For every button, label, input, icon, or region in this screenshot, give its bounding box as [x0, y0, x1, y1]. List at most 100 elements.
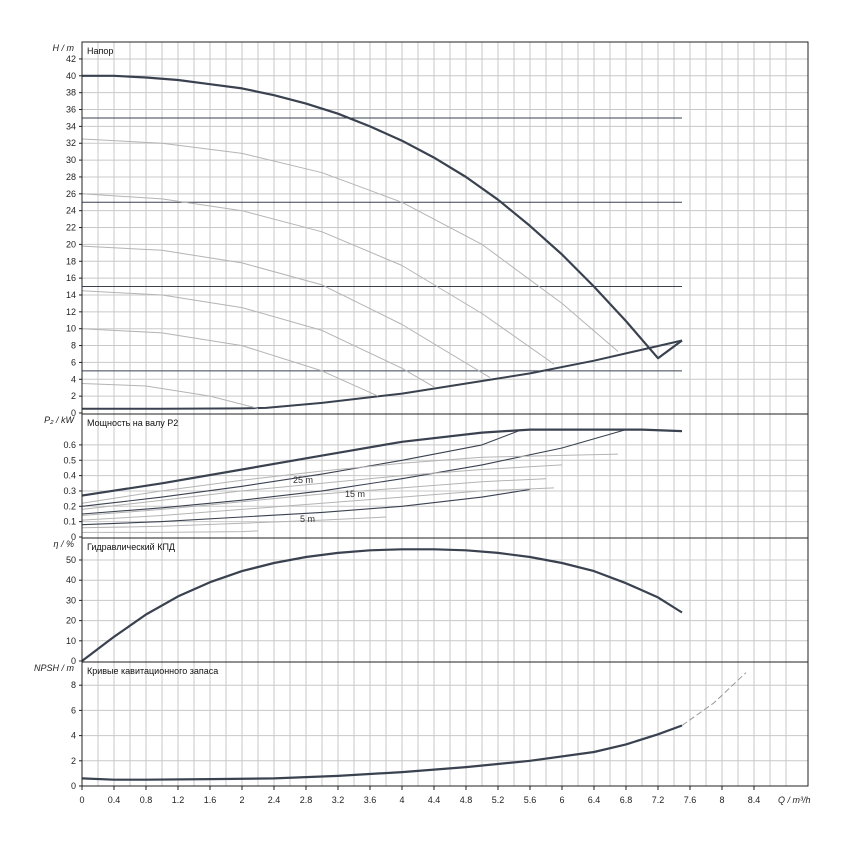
- x-tick-label: 6.4: [588, 795, 601, 805]
- y-tick-label: 0: [71, 532, 76, 542]
- power-curve-curve: [81, 429, 523, 507]
- y-tick-label: 26: [66, 189, 76, 199]
- x-tick-label: 1.6: [204, 795, 217, 805]
- y-tick-label: 4: [71, 374, 76, 384]
- x-tick-label: 6: [559, 795, 564, 805]
- y-tick-label: 20: [66, 239, 76, 249]
- power-y-axis-label: P₂ / kW: [44, 415, 75, 425]
- power-thin-curve: [81, 516, 387, 529]
- x-tick-label: 7.6: [684, 795, 697, 805]
- x-tick-label: 2.8: [300, 795, 313, 805]
- power-thin-curve: [81, 464, 563, 510]
- power-main-curve: [81, 428, 683, 497]
- x-tick-label: 3.6: [364, 795, 377, 805]
- y-tick-label: 12: [66, 307, 76, 317]
- y-tick-label: 0: [71, 408, 76, 418]
- x-tick-label: 0.8: [140, 795, 153, 805]
- y-tick-label: 22: [66, 223, 76, 233]
- power-curve-curve: [81, 488, 531, 526]
- npsh-y-axis-label: NPSH / m: [34, 663, 75, 673]
- head-main-curve: [82, 74, 683, 360]
- power-curve-label: 15 m: [345, 489, 365, 499]
- power-curve-label: 25 m: [293, 475, 313, 485]
- y-tick-label: 14: [66, 290, 76, 300]
- x-tick-label: 1.2: [172, 795, 185, 805]
- y-tick-label: 0: [71, 656, 76, 666]
- x-tick-label: 5.6: [524, 795, 537, 805]
- power-curve-curve: [81, 429, 627, 515]
- power-thin-curve: [81, 453, 619, 504]
- curves-layer: [81, 74, 747, 781]
- y-tick-label: 24: [66, 206, 76, 216]
- y-tick-label: 0.4: [63, 471, 76, 481]
- efficiency-panel-title: Гидравлический КПД: [87, 542, 175, 552]
- head-speed-curve: [81, 290, 435, 388]
- head-speed-curve: [81, 328, 379, 397]
- y-tick-label: 0.6: [63, 440, 76, 450]
- y-tick-label: 8: [71, 680, 76, 690]
- y-tick-label: 8: [71, 341, 76, 351]
- x-tick-label: 4: [399, 795, 404, 805]
- y-tick-label: 4: [71, 731, 76, 741]
- y-tick-label: 36: [66, 105, 76, 115]
- x-axis-label: Q / m³/h: [778, 795, 811, 805]
- y-tick-label: 2: [71, 391, 76, 401]
- y-tick-label: 10: [66, 636, 76, 646]
- x-tick-label: 4.8: [460, 795, 473, 805]
- x-tick-label: 0: [79, 795, 84, 805]
- x-tick-label: 2: [239, 795, 244, 805]
- y-tick-label: 20: [66, 616, 76, 626]
- y-tick-label: 32: [66, 138, 76, 148]
- head-speed-curve: [81, 383, 259, 409]
- x-tick-label: 0.4: [108, 795, 121, 805]
- y-tick-label: 10: [66, 324, 76, 334]
- y-tick-label: 42: [66, 54, 76, 64]
- y-tick-label: 30: [66, 595, 76, 605]
- power-thin-curve: [81, 487, 555, 521]
- y-tick-label: 38: [66, 88, 76, 98]
- npsh-panel-title: Кривые кавитационного запаса: [87, 666, 218, 676]
- frame-layer: [79, 41, 809, 790]
- npsh-main-curve: [81, 724, 683, 781]
- power-curve-label: 5 m: [300, 514, 315, 524]
- x-tick-label: 8: [719, 795, 724, 805]
- text-layer: 024681012141618202224262830323436384042Н…: [34, 43, 811, 805]
- y-tick-label: 16: [66, 273, 76, 283]
- y-tick-label: 6: [71, 705, 76, 715]
- y-tick-label: 18: [66, 256, 76, 266]
- x-tick-label: 5.2: [492, 795, 505, 805]
- y-tick-label: 40: [66, 71, 76, 81]
- head-y-axis-label: H / m: [53, 43, 75, 53]
- y-tick-label: 28: [66, 172, 76, 182]
- power-thin-curve: [81, 478, 547, 516]
- x-tick-label: 4.4: [428, 795, 441, 805]
- y-tick-label: 0.3: [63, 486, 76, 496]
- efficiency-y-axis-label: η / %: [53, 539, 74, 549]
- head-system-curve: [82, 339, 683, 410]
- x-tick-label: 6.8: [620, 795, 633, 805]
- y-tick-label: 50: [66, 555, 76, 565]
- efficiency-main-curve: [81, 548, 683, 662]
- y-tick-label: 0: [71, 781, 76, 791]
- power-panel-title: Мощность на валу P2: [87, 418, 178, 428]
- y-tick-label: 0.5: [63, 455, 76, 465]
- y-tick-label: 0.1: [63, 517, 76, 527]
- x-tick-label: 7.2: [652, 795, 665, 805]
- y-tick-label: 30: [66, 155, 76, 165]
- head-panel-title: Напор: [87, 46, 113, 56]
- power-thin-curve: [82, 530, 259, 533]
- npsh-panel-frame: [81, 661, 809, 787]
- x-tick-label: 8.4: [748, 795, 761, 805]
- y-tick-label: 6: [71, 357, 76, 367]
- y-tick-label: 40: [66, 575, 76, 585]
- y-tick-label: 34: [66, 121, 76, 131]
- head-speed-curve: [81, 193, 555, 365]
- head-speed-curve: [81, 245, 491, 379]
- head-speed-curve: [81, 138, 619, 352]
- x-tick-label: 2.4: [268, 795, 281, 805]
- npsh-extension-curve: [681, 672, 747, 726]
- x-tick-label: 3.2: [332, 795, 345, 805]
- y-tick-label: 0.2: [63, 501, 76, 511]
- y-tick-label: 2: [71, 756, 76, 766]
